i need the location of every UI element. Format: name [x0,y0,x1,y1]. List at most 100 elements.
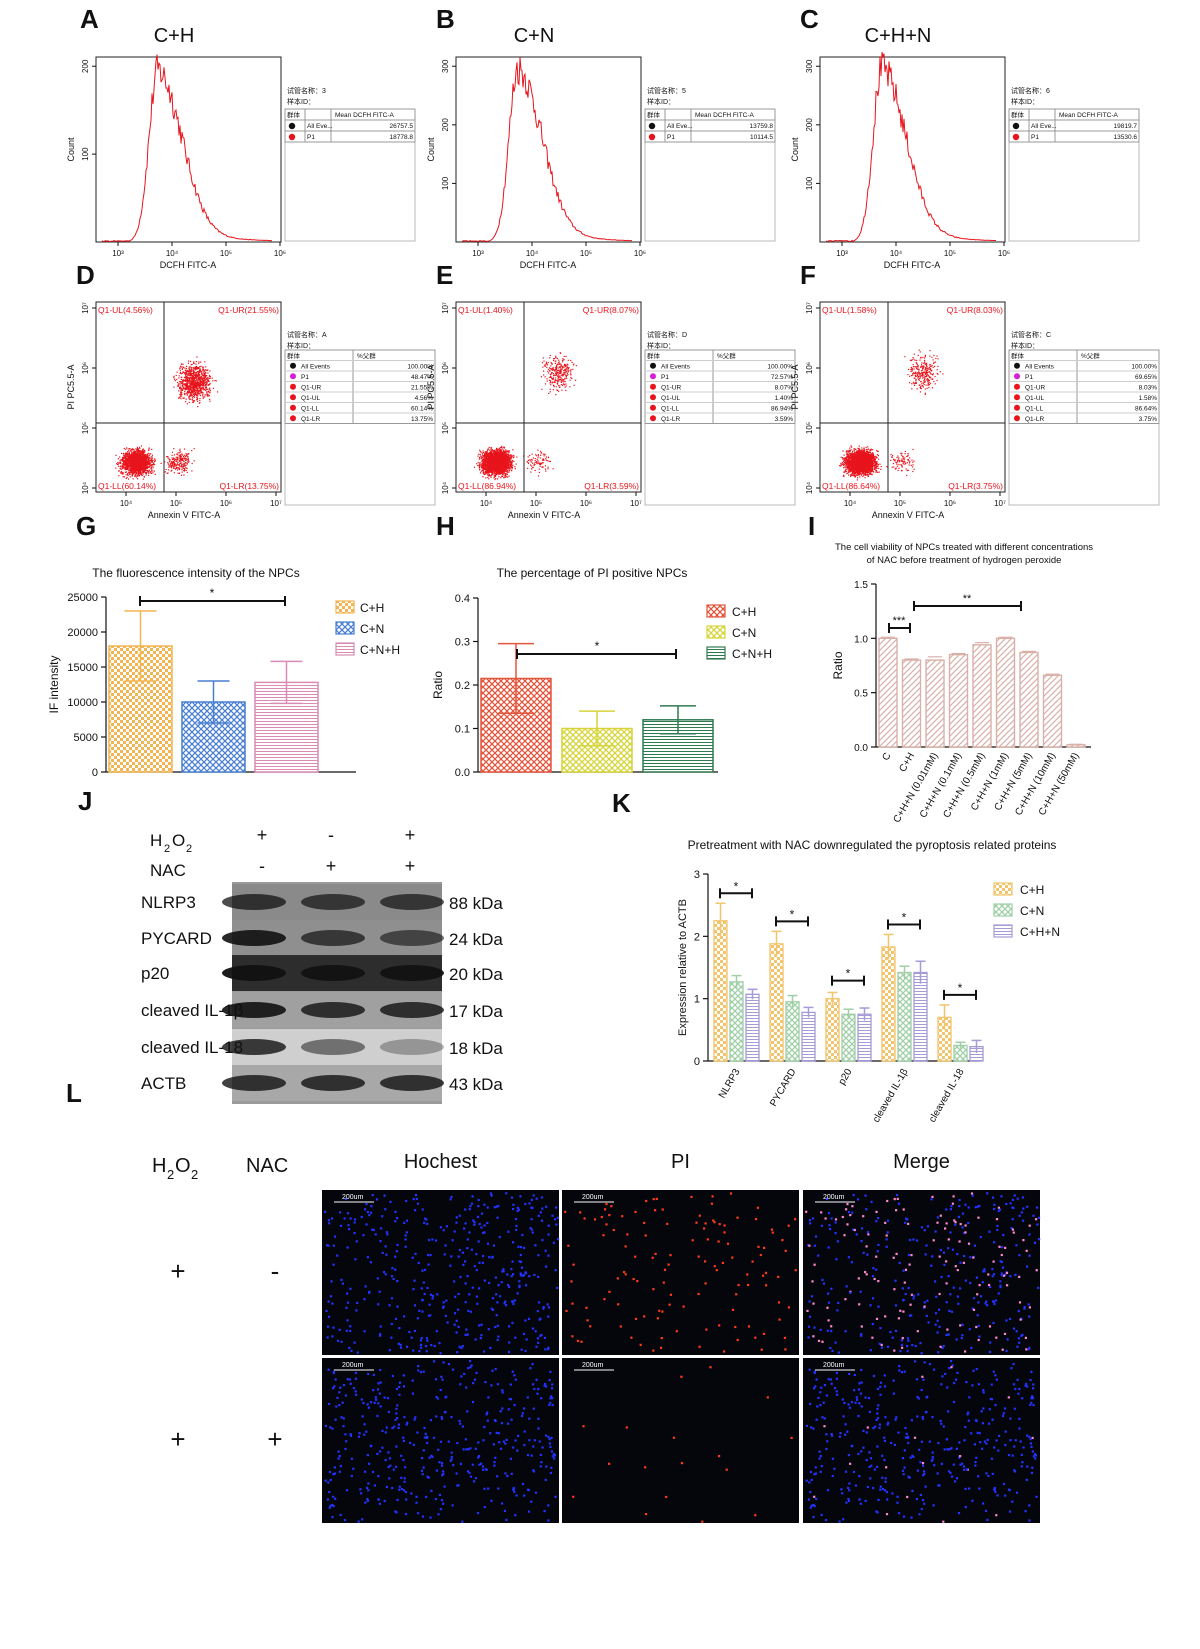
event-dot [145,454,147,456]
event-dot [209,387,211,389]
panel-letter-f: F [800,260,816,290]
event-dot [136,463,138,466]
event-dot [173,467,175,469]
event-dot [491,466,494,468]
y-tick-label: 300 [805,59,814,73]
event-dot [480,465,482,467]
event-dot [199,402,201,404]
event-dot [144,469,146,471]
x-tick-label: 10⁶ [274,249,286,258]
percent-value: 21.55% [411,385,433,392]
event-dot [200,381,202,383]
event-dot [487,472,489,474]
event-dot [201,380,203,382]
event-dot [120,458,122,461]
event-dot [132,467,134,469]
event-dot [195,374,197,376]
event-dot [509,461,511,463]
event-dot [167,456,169,458]
event-dot [131,455,133,457]
event-dot [197,400,199,402]
event-dot [122,476,124,478]
event-dot [134,452,136,455]
event-dot [202,382,204,384]
event-dot [488,478,490,480]
event-dot [131,458,133,460]
event-dot [493,474,495,476]
event-dot [183,448,186,450]
event-dot [136,453,138,455]
event-dot [187,377,189,379]
histogram-curve [101,54,273,243]
event-dot [184,389,186,391]
event-dot [188,386,191,388]
event-dot [192,372,195,374]
event-dot [147,453,149,455]
event-dot [209,392,211,394]
event-dot [131,475,133,477]
event-dot [180,398,182,400]
event-dot [205,386,208,388]
event-dot [150,472,153,474]
event-dot [139,467,141,469]
event-dot [145,464,147,466]
event-dot [123,476,125,478]
event-dot [143,456,145,458]
y-tick-label: 300 [441,59,450,73]
event-dot [146,463,148,465]
event-dot [131,459,133,461]
event-dot [194,382,196,385]
event-dot [122,465,124,467]
event-dot [171,458,174,461]
event-dot [151,456,153,458]
event-dot [193,368,195,370]
event-dot [501,456,504,458]
event-dot [151,465,153,467]
event-dot [198,389,201,391]
event-dot [131,461,133,463]
event-dot [193,381,195,383]
event-dot [511,467,513,469]
event-dot [191,377,193,379]
event-dot [501,447,503,449]
event-dot [489,475,491,477]
event-dot [176,458,178,461]
event-dot [184,465,186,467]
event-dot [202,366,204,368]
event-dot [201,378,203,380]
event-dot [136,466,138,468]
event-dot [199,393,201,395]
event-dot [482,463,484,465]
event-dot [197,381,199,383]
event-dot [496,451,498,453]
col-header: 群体 [287,110,301,119]
event-dot [481,464,483,466]
x-axis-label: Annexin V FITC-A [148,510,221,520]
event-dot [206,378,208,380]
event-dot [188,397,190,399]
event-dot [141,463,143,466]
event-dot [134,462,136,465]
event-dot [186,365,188,367]
event-dot [184,367,186,369]
event-dot [209,375,211,377]
event-dot [195,386,197,388]
event-dot [191,367,193,369]
event-dot [135,455,137,458]
event-dot [498,464,500,466]
event-dot [191,387,193,389]
event-dot [137,457,139,459]
event-dot [489,449,491,451]
event-dot [136,446,138,448]
event-dot [133,464,135,466]
event-dot [140,462,142,464]
event-dot [507,454,509,456]
event-dot [181,453,183,455]
event-dot [186,385,189,388]
event-dot [187,458,189,460]
sample-id: 样本ID： [287,97,315,106]
y-axis-label: PI PC5.5-A [66,364,76,409]
event-dot [179,460,181,462]
count-axis-label: Count [66,137,76,162]
